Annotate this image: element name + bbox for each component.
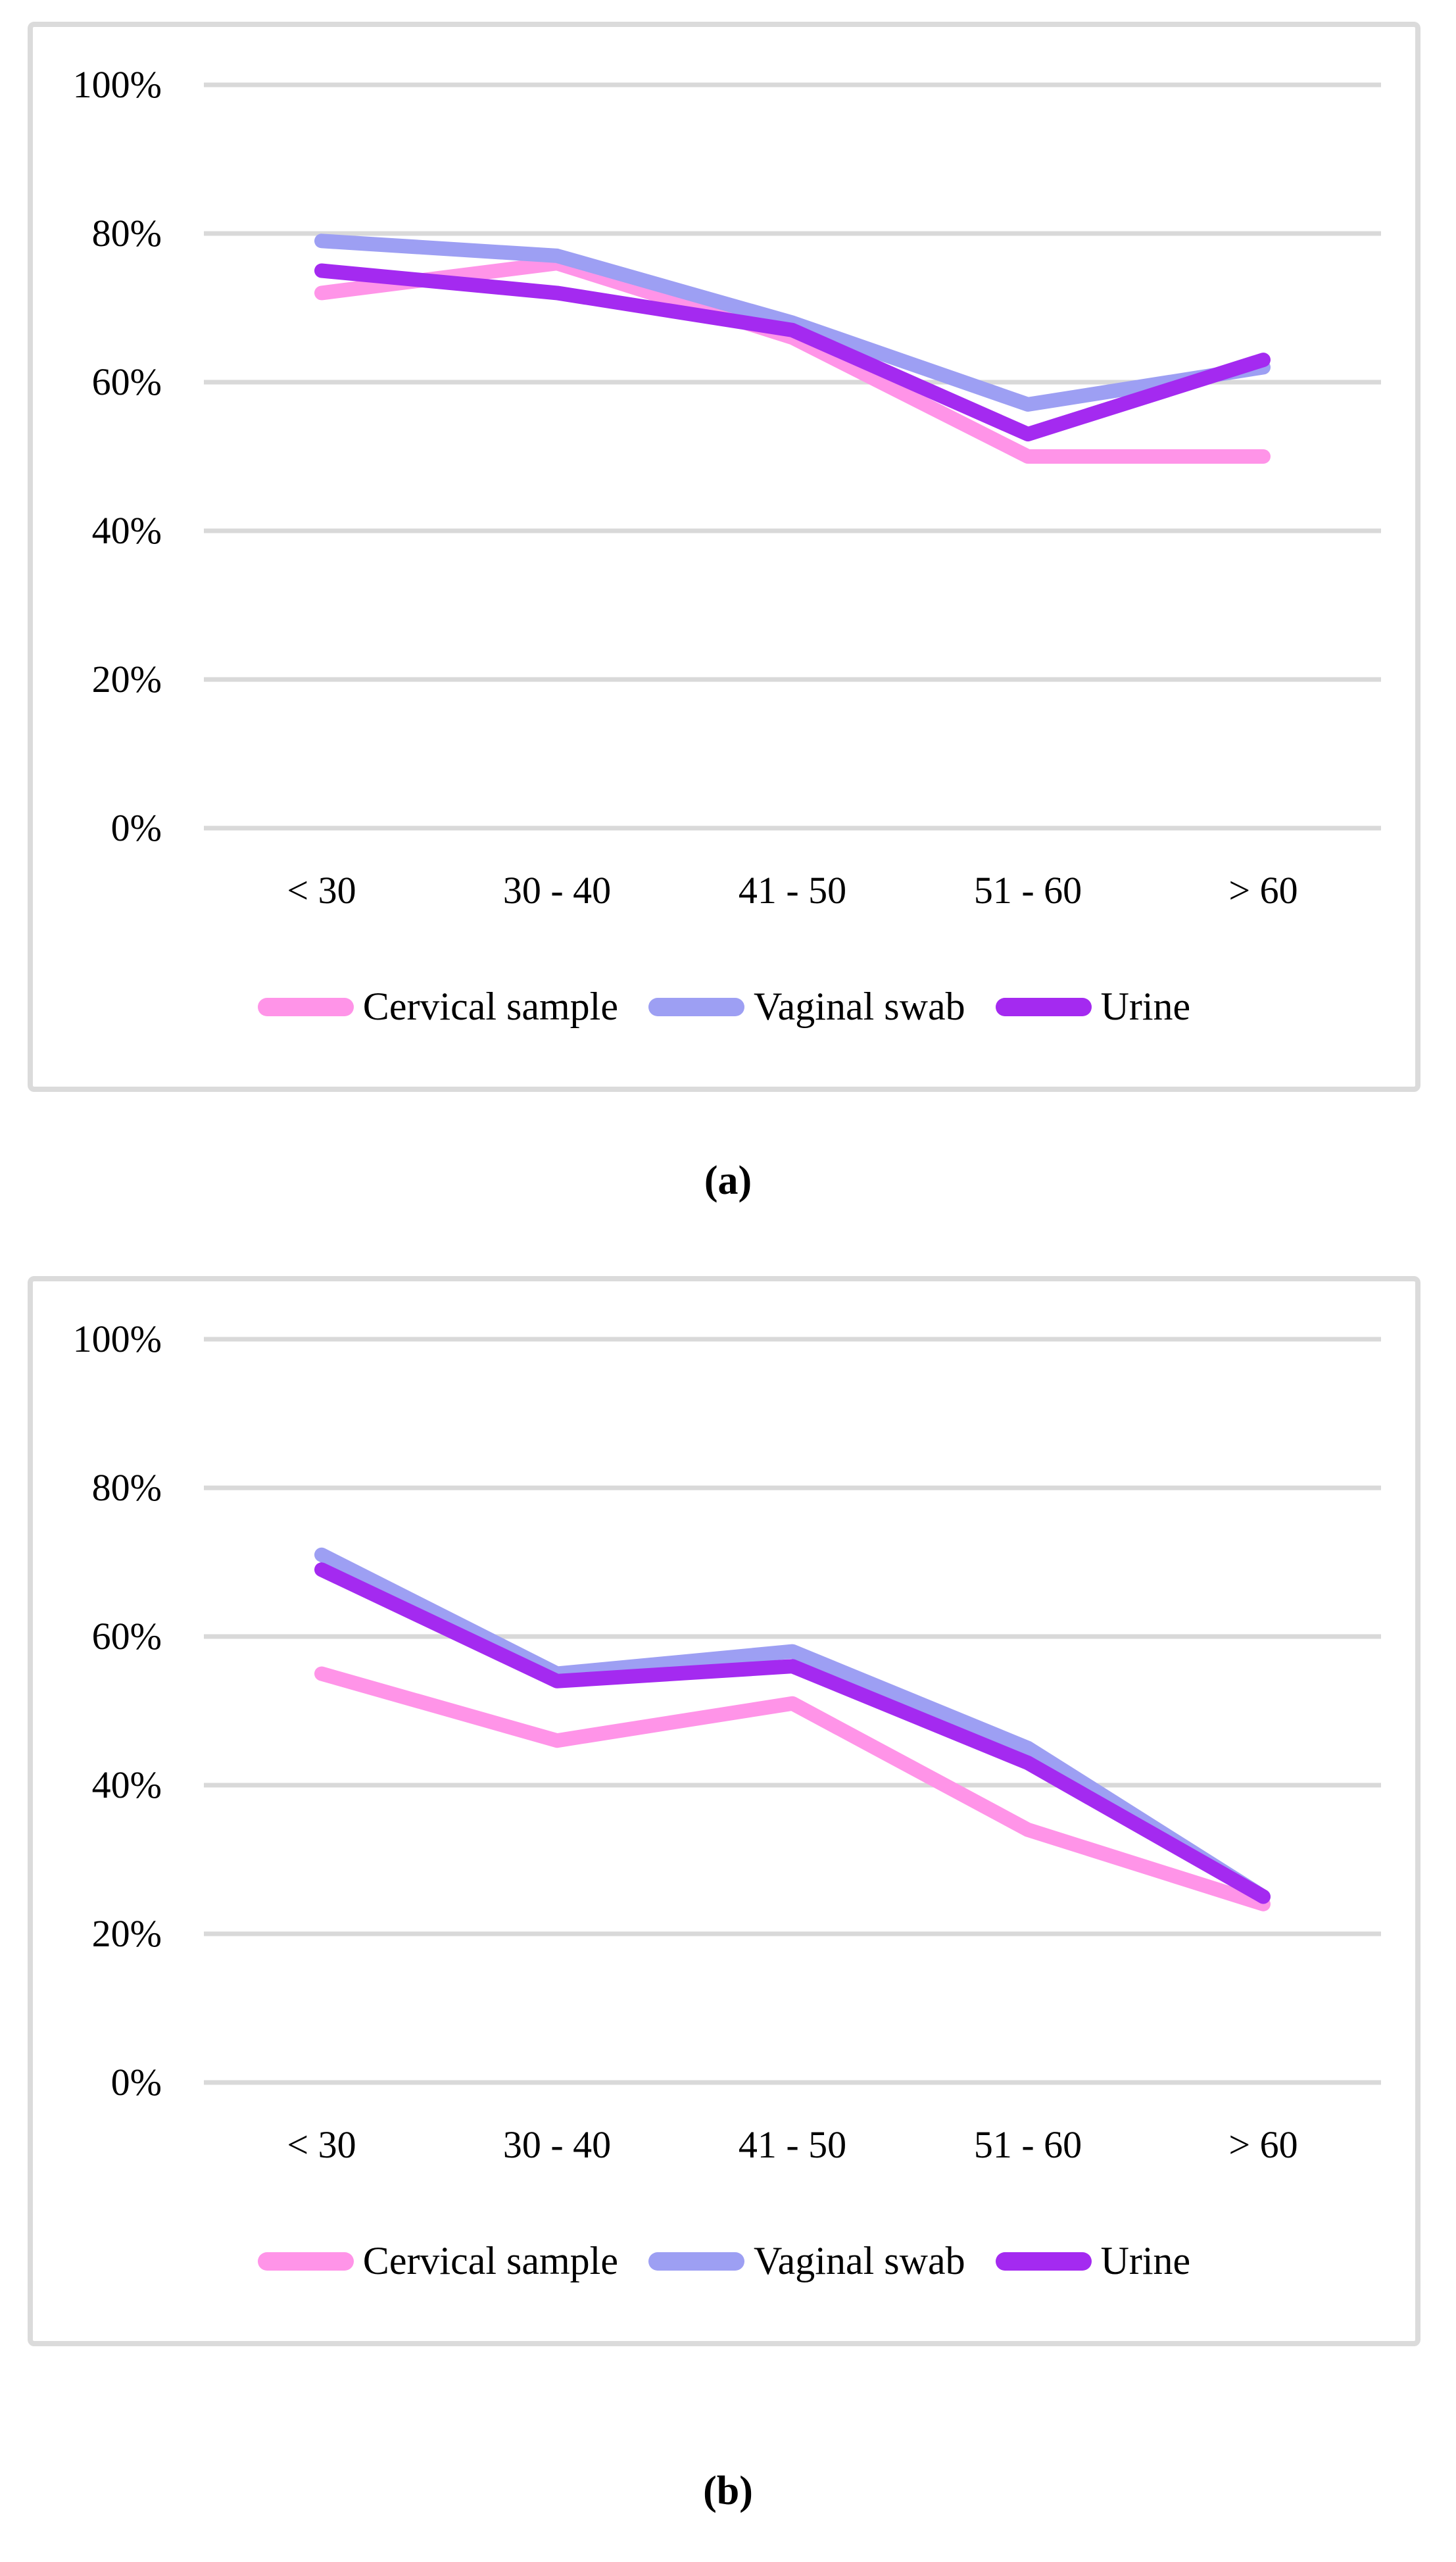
y-axis-tick-label: 40% [91, 1763, 162, 1806]
caption-a: (a) [704, 1158, 752, 1203]
y-axis-tick-label: 60% [91, 360, 162, 403]
x-axis-category-label: > 60 [1228, 869, 1298, 912]
legend-swatch-icon [995, 2252, 1092, 2271]
legend-item-urine: Urine [995, 984, 1191, 1029]
legend-label: Cervical sample [362, 2239, 618, 2282]
legend-label: Vaginal swab [753, 985, 965, 1028]
y-axis-tick-label: 60% [91, 1615, 162, 1658]
plot-area-a [204, 82, 1381, 831]
y-axis-tick-label: 0% [110, 2061, 162, 2104]
y-axis-tick-label: 20% [91, 1912, 162, 1955]
x-axis-category-label: > 60 [1228, 2123, 1298, 2166]
legend-swatch-icon [257, 2252, 354, 2271]
plot-area-b [204, 1337, 1381, 2085]
legend: Cervical sample Vaginal swab Urine [33, 984, 1415, 1029]
legend-item-urine: Urine [995, 2238, 1191, 2284]
x-axis-category-label: < 30 [287, 2123, 356, 2166]
y-axis-tick-label: 20% [91, 658, 162, 701]
legend-item-cervical-sample: Cervical sample [257, 2238, 618, 2284]
legend-item-vaginal-swab: Vaginal swab [648, 984, 965, 1029]
legend-swatch-icon [257, 997, 354, 1016]
legend-label: Vaginal swab [753, 2239, 965, 2282]
x-axis-category-label: 41 - 50 [738, 869, 847, 912]
line-series-vaginal-swab [314, 1547, 1271, 1904]
line-series-cervical-sample [314, 256, 1271, 464]
x-axis-category-label: 51 - 60 [973, 869, 1082, 912]
legend-swatch-icon [648, 997, 744, 1016]
y-axis-tick-label: 40% [91, 509, 162, 552]
line-series-cervical-sample [314, 1666, 1271, 1911]
x-axis-category-label: 30 - 40 [502, 869, 612, 912]
chart-panel-a: 100% 80% 60% 40% 20% 0% < 30 30 - 40 41 - 50 51 -… [28, 22, 1420, 1092]
caption-b: (b) [703, 2469, 753, 2513]
x-axis-category-label: < 30 [287, 869, 356, 912]
y-axis-tick-label: 80% [91, 212, 162, 255]
line-series-vaginal-swab [314, 234, 1271, 412]
x-axis-category-label: 51 - 60 [973, 2123, 1082, 2166]
legend-label: Urine [1100, 985, 1191, 1028]
x-axis-category-label: 30 - 40 [502, 2123, 612, 2166]
legend-swatch-icon [648, 2252, 744, 2271]
legend-item-vaginal-swab: Vaginal swab [648, 2238, 965, 2284]
y-axis-tick-label: 0% [110, 806, 162, 849]
legend-label: Cervical sample [362, 985, 618, 1028]
legend-item-cervical-sample: Cervical sample [257, 984, 618, 1029]
legend-label: Urine [1100, 2239, 1191, 2282]
legend-swatch-icon [995, 997, 1092, 1016]
chart-panel-b: 100% 80% 60% 40% 20% 0% < 30 30 - 40 41 - 50 51 -… [28, 1276, 1420, 2346]
line-series-urine [314, 1562, 1271, 1904]
line-series-urine [314, 263, 1271, 442]
y-axis-tick-label: 100% [72, 1318, 162, 1360]
x-axis-category-label: 41 - 50 [738, 2123, 847, 2166]
y-axis-tick-label: 100% [72, 63, 162, 106]
y-axis-tick-label: 80% [91, 1466, 162, 1509]
legend: Cervical sample Vaginal swab Urine [33, 2238, 1415, 2284]
